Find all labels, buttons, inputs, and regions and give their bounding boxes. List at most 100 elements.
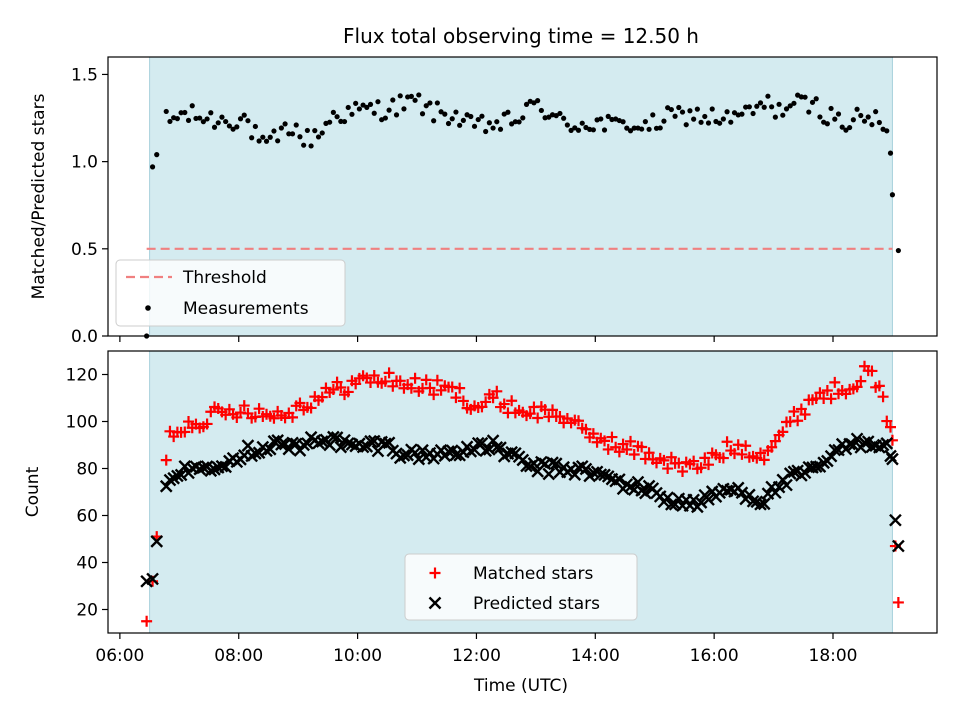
matched-marker xyxy=(305,402,317,414)
matched-marker xyxy=(573,415,585,427)
measurement-point xyxy=(720,116,726,122)
measurement-point xyxy=(334,114,340,120)
predicted-marker xyxy=(798,466,812,480)
measurement-point xyxy=(828,105,834,112)
predicted-marker xyxy=(171,469,184,483)
predicted-marker xyxy=(193,462,207,476)
measurement-point xyxy=(598,116,604,122)
predicted-marker xyxy=(330,431,344,444)
measurement-point xyxy=(275,138,281,144)
axes-frame xyxy=(107,56,938,337)
predicted-marker xyxy=(702,493,715,506)
measurement-point xyxy=(267,134,273,140)
matched-marker xyxy=(695,462,707,474)
matched-marker xyxy=(179,426,191,438)
measurement-point xyxy=(743,104,749,110)
matched-marker xyxy=(524,408,536,420)
measurement-point xyxy=(345,104,351,111)
measurement-point xyxy=(776,101,782,107)
measurement-point xyxy=(646,126,652,132)
predicted-marker xyxy=(174,468,188,482)
predicted-marker xyxy=(639,486,652,500)
predicted-marker xyxy=(884,449,897,463)
measurement-point xyxy=(754,103,760,109)
predicted-marker xyxy=(843,437,856,451)
measurement-point xyxy=(497,126,504,132)
matched-marker xyxy=(677,466,689,478)
matched-marker xyxy=(758,454,770,466)
y-tick-label: 1.0 xyxy=(71,153,98,173)
measurement-point xyxy=(282,121,288,127)
x-tick-label: 16:00 xyxy=(690,646,739,666)
measurement-point xyxy=(286,131,292,137)
measurement-point xyxy=(308,143,314,149)
measurement-point xyxy=(419,111,426,117)
measurement-point xyxy=(798,94,804,100)
matched-marker xyxy=(141,615,153,627)
predicted-marker xyxy=(876,438,890,452)
measurement-point xyxy=(887,150,894,156)
matched-marker xyxy=(699,452,711,464)
matched-marker xyxy=(498,398,510,410)
measurement-point xyxy=(315,134,322,140)
predicted-marker xyxy=(315,435,329,448)
measurement-point xyxy=(226,123,232,129)
predicted-marker xyxy=(382,436,396,450)
measurement-point xyxy=(761,104,767,110)
predicted-marker xyxy=(334,440,348,454)
matched-marker xyxy=(892,596,904,608)
matched-marker xyxy=(721,436,733,448)
measurement-point xyxy=(889,192,896,198)
predicted-marker xyxy=(587,466,600,479)
measurement-point xyxy=(397,93,403,99)
matched-marker xyxy=(636,441,648,453)
measurement-point xyxy=(750,110,756,117)
matched-marker xyxy=(795,403,807,415)
predicted-marker xyxy=(408,446,422,460)
x-tick-label: 08:00 xyxy=(214,646,263,666)
matched-marker xyxy=(327,384,339,396)
measurement-point xyxy=(438,109,444,115)
measurement-point xyxy=(561,115,567,121)
y-tick-label: 20 xyxy=(76,601,98,621)
measurement-point xyxy=(260,134,266,140)
measurement-point xyxy=(301,142,307,148)
predicted-marker xyxy=(267,434,281,448)
measurement-point xyxy=(691,116,697,122)
measurement-point xyxy=(149,164,156,170)
predicted-marker xyxy=(613,473,626,486)
matched-marker xyxy=(450,392,462,404)
predicted-marker xyxy=(428,596,442,610)
measurement-point xyxy=(338,118,344,125)
measurement-point xyxy=(341,118,348,125)
predicted-marker xyxy=(549,457,563,470)
count-panel: 20 40 60 80 100 120 06:00 08:00 10:00 12:00 14:00 1… xyxy=(23,350,938,696)
measurement-point xyxy=(694,106,700,112)
matched-marker xyxy=(792,415,804,427)
legend-predicted-label: Predicted stars xyxy=(473,594,600,614)
measurement-point xyxy=(256,138,262,144)
measurement-point xyxy=(676,104,682,111)
matched-marker xyxy=(547,404,559,416)
measurement-point xyxy=(546,114,552,120)
legend-measurement-label: Measurements xyxy=(183,299,309,319)
measurement-point xyxy=(483,128,489,135)
matched-marker xyxy=(487,392,499,404)
matched-marker xyxy=(506,395,518,407)
measurement-point xyxy=(371,110,377,116)
matched-marker xyxy=(383,367,395,379)
legend-threshold-label: Threshold xyxy=(182,268,267,288)
measurement-point xyxy=(516,119,522,125)
measurement-point xyxy=(895,247,901,254)
axes-frame xyxy=(107,350,938,634)
predicted-marker xyxy=(215,459,229,473)
measurement-point xyxy=(401,106,407,112)
measurement-point xyxy=(538,107,544,114)
matched-marker xyxy=(736,448,748,460)
matched-marker xyxy=(428,389,440,401)
measurement-point xyxy=(319,130,325,136)
measurement-point xyxy=(349,111,355,117)
measurement-point xyxy=(393,112,400,118)
measurement-point xyxy=(390,97,396,103)
measurement-point xyxy=(375,99,381,105)
